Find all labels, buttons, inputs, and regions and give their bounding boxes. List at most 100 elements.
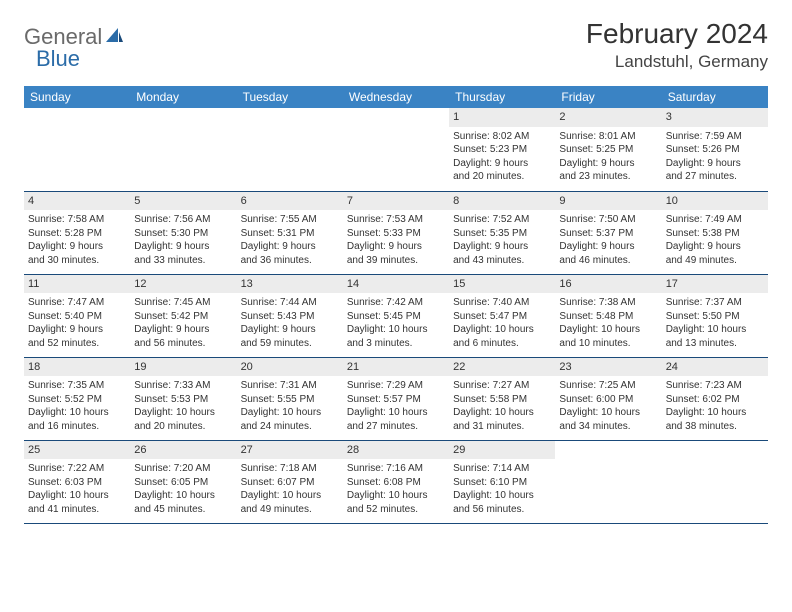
sunset-text: Sunset: 5:33 PM — [347, 227, 445, 241]
sail-icon — [104, 24, 124, 50]
day-details: Sunrise: 7:37 AMSunset: 5:50 PMDaylight:… — [662, 293, 768, 353]
weekday-header-row: Sunday Monday Tuesday Wednesday Thursday… — [24, 86, 768, 108]
daylight-text-2: and 6 minutes. — [453, 337, 551, 351]
calendar-day-cell — [237, 108, 343, 191]
day-details: Sunrise: 7:53 AMSunset: 5:33 PMDaylight:… — [343, 210, 449, 270]
daylight-text-1: Daylight: 9 hours — [28, 240, 126, 254]
calendar-day-cell: 12Sunrise: 7:45 AMSunset: 5:42 PMDayligh… — [130, 274, 236, 357]
day-number: 20 — [237, 358, 343, 377]
sunset-text: Sunset: 5:40 PM — [28, 310, 126, 324]
sunrise-text: Sunrise: 7:18 AM — [241, 462, 339, 476]
day-details: Sunrise: 7:29 AMSunset: 5:57 PMDaylight:… — [343, 376, 449, 436]
day-details: Sunrise: 7:20 AMSunset: 6:05 PMDaylight:… — [130, 459, 236, 519]
daylight-text-1: Daylight: 10 hours — [241, 406, 339, 420]
day-number: 3 — [662, 108, 768, 127]
sunrise-text: Sunrise: 7:55 AM — [241, 213, 339, 227]
sunset-text: Sunset: 5:53 PM — [134, 393, 232, 407]
calendar-day-cell: 21Sunrise: 7:29 AMSunset: 5:57 PMDayligh… — [343, 357, 449, 440]
sunset-text: Sunset: 5:48 PM — [559, 310, 657, 324]
calendar-day-cell: 19Sunrise: 7:33 AMSunset: 5:53 PMDayligh… — [130, 357, 236, 440]
sunset-text: Sunset: 6:08 PM — [347, 476, 445, 490]
day-details: Sunrise: 7:38 AMSunset: 5:48 PMDaylight:… — [555, 293, 661, 353]
sunset-text: Sunset: 5:42 PM — [134, 310, 232, 324]
calendar-day-cell: 17Sunrise: 7:37 AMSunset: 5:50 PMDayligh… — [662, 274, 768, 357]
daylight-text-1: Daylight: 9 hours — [134, 323, 232, 337]
weekday-header: Monday — [130, 86, 236, 108]
weekday-header: Thursday — [449, 86, 555, 108]
sunrise-text: Sunrise: 7:45 AM — [134, 296, 232, 310]
day-number: 2 — [555, 108, 661, 127]
sunset-text: Sunset: 5:30 PM — [134, 227, 232, 241]
calendar-day-cell: 18Sunrise: 7:35 AMSunset: 5:52 PMDayligh… — [24, 357, 130, 440]
calendar-day-cell: 14Sunrise: 7:42 AMSunset: 5:45 PMDayligh… — [343, 274, 449, 357]
sunset-text: Sunset: 5:52 PM — [28, 393, 126, 407]
weekday-header: Saturday — [662, 86, 768, 108]
day-number: 13 — [237, 275, 343, 294]
daylight-text-1: Daylight: 9 hours — [559, 157, 657, 171]
calendar-day-cell: 29Sunrise: 7:14 AMSunset: 6:10 PMDayligh… — [449, 440, 555, 523]
calendar-day-cell: 11Sunrise: 7:47 AMSunset: 5:40 PMDayligh… — [24, 274, 130, 357]
daylight-text-2: and 39 minutes. — [347, 254, 445, 268]
calendar-day-cell: 6Sunrise: 7:55 AMSunset: 5:31 PMDaylight… — [237, 191, 343, 274]
calendar-day-cell: 23Sunrise: 7:25 AMSunset: 6:00 PMDayligh… — [555, 357, 661, 440]
daylight-text-1: Daylight: 9 hours — [241, 323, 339, 337]
calendar-day-cell: 28Sunrise: 7:16 AMSunset: 6:08 PMDayligh… — [343, 440, 449, 523]
weekday-header: Wednesday — [343, 86, 449, 108]
daylight-text-1: Daylight: 9 hours — [666, 157, 764, 171]
day-number: 10 — [662, 192, 768, 211]
daylight-text-1: Daylight: 10 hours — [347, 406, 445, 420]
sunset-text: Sunset: 6:00 PM — [559, 393, 657, 407]
day-details: Sunrise: 7:33 AMSunset: 5:53 PMDaylight:… — [130, 376, 236, 436]
daylight-text-2: and 27 minutes. — [666, 170, 764, 184]
day-number: 24 — [662, 358, 768, 377]
calendar-day-cell: 7Sunrise: 7:53 AMSunset: 5:33 PMDaylight… — [343, 191, 449, 274]
daylight-text-1: Daylight: 10 hours — [28, 489, 126, 503]
calendar-week-row: 25Sunrise: 7:22 AMSunset: 6:03 PMDayligh… — [24, 440, 768, 523]
weekday-header: Sunday — [24, 86, 130, 108]
calendar-week-row: 4Sunrise: 7:58 AMSunset: 5:28 PMDaylight… — [24, 191, 768, 274]
day-number: 15 — [449, 275, 555, 294]
daylight-text-2: and 52 minutes. — [28, 337, 126, 351]
daylight-text-1: Daylight: 9 hours — [347, 240, 445, 254]
day-details: Sunrise: 7:27 AMSunset: 5:58 PMDaylight:… — [449, 376, 555, 436]
daylight-text-1: Daylight: 9 hours — [241, 240, 339, 254]
day-details: Sunrise: 7:50 AMSunset: 5:37 PMDaylight:… — [555, 210, 661, 270]
sunset-text: Sunset: 5:57 PM — [347, 393, 445, 407]
logo-text-2: Blue — [36, 46, 80, 72]
calendar-table: Sunday Monday Tuesday Wednesday Thursday… — [24, 86, 768, 524]
sunrise-text: Sunrise: 7:33 AM — [134, 379, 232, 393]
day-details: Sunrise: 7:49 AMSunset: 5:38 PMDaylight:… — [662, 210, 768, 270]
calendar-week-row: 18Sunrise: 7:35 AMSunset: 5:52 PMDayligh… — [24, 357, 768, 440]
location-label: Landstuhl, Germany — [586, 52, 768, 72]
daylight-text-1: Daylight: 9 hours — [453, 157, 551, 171]
day-number: 26 — [130, 441, 236, 460]
calendar-day-cell: 8Sunrise: 7:52 AMSunset: 5:35 PMDaylight… — [449, 191, 555, 274]
calendar-day-cell — [343, 108, 449, 191]
calendar-day-cell: 15Sunrise: 7:40 AMSunset: 5:47 PMDayligh… — [449, 274, 555, 357]
daylight-text-1: Daylight: 10 hours — [347, 323, 445, 337]
calendar-day-cell: 10Sunrise: 7:49 AMSunset: 5:38 PMDayligh… — [662, 191, 768, 274]
day-number: 21 — [343, 358, 449, 377]
month-title: February 2024 — [586, 18, 768, 50]
day-details: Sunrise: 7:40 AMSunset: 5:47 PMDaylight:… — [449, 293, 555, 353]
sunset-text: Sunset: 5:38 PM — [666, 227, 764, 241]
daylight-text-1: Daylight: 10 hours — [28, 406, 126, 420]
day-number: 9 — [555, 192, 661, 211]
daylight-text-2: and 45 minutes. — [134, 503, 232, 517]
daylight-text-2: and 36 minutes. — [241, 254, 339, 268]
day-number: 5 — [130, 192, 236, 211]
sunrise-text: Sunrise: 7:22 AM — [28, 462, 126, 476]
sunrise-text: Sunrise: 7:44 AM — [241, 296, 339, 310]
day-details: Sunrise: 7:44 AMSunset: 5:43 PMDaylight:… — [237, 293, 343, 353]
sunset-text: Sunset: 6:10 PM — [453, 476, 551, 490]
day-number: 7 — [343, 192, 449, 211]
sunrise-text: Sunrise: 7:52 AM — [453, 213, 551, 227]
daylight-text-2: and 59 minutes. — [241, 337, 339, 351]
daylight-text-1: Daylight: 10 hours — [559, 406, 657, 420]
day-number: 19 — [130, 358, 236, 377]
calendar-day-cell: 24Sunrise: 7:23 AMSunset: 6:02 PMDayligh… — [662, 357, 768, 440]
daylight-text-2: and 38 minutes. — [666, 420, 764, 434]
day-number: 28 — [343, 441, 449, 460]
day-details: Sunrise: 7:23 AMSunset: 6:02 PMDaylight:… — [662, 376, 768, 436]
daylight-text-1: Daylight: 10 hours — [559, 323, 657, 337]
